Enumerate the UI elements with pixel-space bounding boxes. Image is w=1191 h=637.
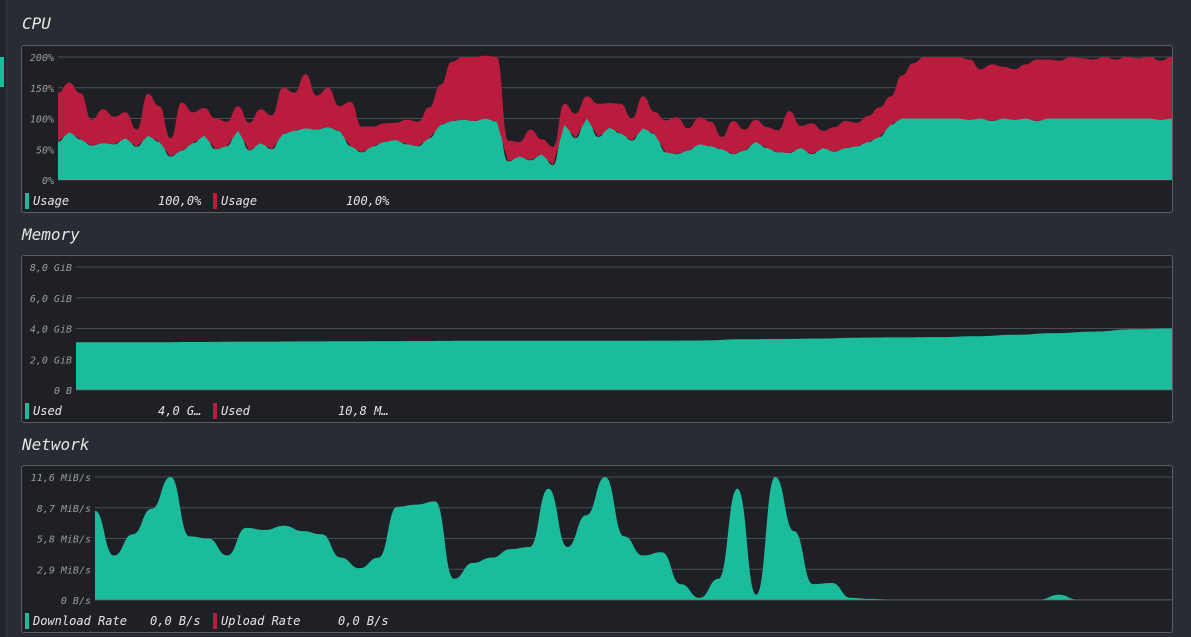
network-chart: 0 B/s 2,9 MiB/s 5,8 MiB/s 8,7 MiB/s 11,6 MiB… xyxy=(31,473,1172,607)
legend-label: Upload Rate xyxy=(221,614,301,628)
y-tick-label: 8,7 MiB/s xyxy=(37,504,91,515)
y-tick-label: 11,6 MiB/s xyxy=(31,473,91,484)
memory-chart: 0 B 2,0 GiB 4,0 GiB 6,0 GiB 8,0 GiB xyxy=(30,263,1172,397)
cpu-title: CPU xyxy=(22,14,51,33)
legend-label: Usage xyxy=(221,194,258,208)
legend-value: 4,0 G… xyxy=(158,404,202,418)
legend-swatch-primary xyxy=(25,193,29,209)
legend-label: Usage xyxy=(33,194,70,208)
legend-swatch-secondary xyxy=(213,403,217,419)
legend-value: 100,0% xyxy=(158,194,202,208)
legend-value: 0,0 B/s xyxy=(338,614,389,628)
network-panel: 0 B/s 2,9 MiB/s 5,8 MiB/s 8,7 MiB/s 11,6 MiB… xyxy=(21,465,1173,633)
y-tick-label: 150% xyxy=(30,84,54,95)
legend-value: 0,0 B/s xyxy=(150,614,201,628)
memory-title: Memory xyxy=(22,225,80,244)
y-tick-label: 6,0 GiB xyxy=(30,294,72,305)
y-tick-label: 2,9 MiB/s xyxy=(37,565,91,576)
y-tick-label: 0 B xyxy=(54,386,72,397)
series-area-0 xyxy=(95,477,1172,600)
legend-value: 100,0% xyxy=(346,194,390,208)
y-tick-label: 100% xyxy=(30,115,54,126)
y-tick-label: 2,0 GiB xyxy=(30,355,72,366)
series-area-0 xyxy=(76,328,1172,390)
active-indicator xyxy=(0,57,4,87)
y-tick-label: 8,0 GiB xyxy=(30,263,72,274)
legend-value: 10,8 M… xyxy=(338,404,389,418)
y-tick-label: 5,8 MiB/s xyxy=(37,535,91,546)
memory-legend: Used 4,0 G… Used 10,8 M… xyxy=(22,400,1172,422)
series-area-1 xyxy=(58,55,1172,166)
y-tick-label: 50% xyxy=(36,145,54,156)
y-tick-label: 4,0 GiB xyxy=(30,325,72,336)
left-sidebar-edge xyxy=(0,0,7,637)
y-tick-label: 0 B/s xyxy=(61,596,91,607)
legend-swatch-primary xyxy=(25,613,29,629)
legend-label: Used xyxy=(33,404,62,418)
legend-swatch-primary xyxy=(25,403,29,419)
network-title: Network xyxy=(22,435,90,454)
legend-label: Used xyxy=(221,404,250,418)
legend-swatch-secondary xyxy=(213,613,217,629)
series-area-0 xyxy=(58,118,1172,180)
y-tick-label: 0% xyxy=(42,176,54,187)
legend-swatch-secondary xyxy=(213,193,217,209)
legend-label: Download Rate xyxy=(33,614,127,628)
network-legend: Download Rate 0,0 B/s Upload Rate 0,0 B/… xyxy=(22,610,1172,632)
y-tick-label: 200% xyxy=(30,53,54,64)
cpu-panel: 0% 50% 100% 150% 200% Usage 100,0% Usage 100… xyxy=(21,45,1173,213)
cpu-legend: Usage 100,0% Usage 100,0% xyxy=(22,190,1172,212)
memory-panel: 0 B 2,0 GiB 4,0 GiB 6,0 GiB 8,0 GiB Used 4,0… xyxy=(21,255,1173,423)
cpu-chart: 0% 50% 100% 150% 200% xyxy=(30,53,1172,187)
